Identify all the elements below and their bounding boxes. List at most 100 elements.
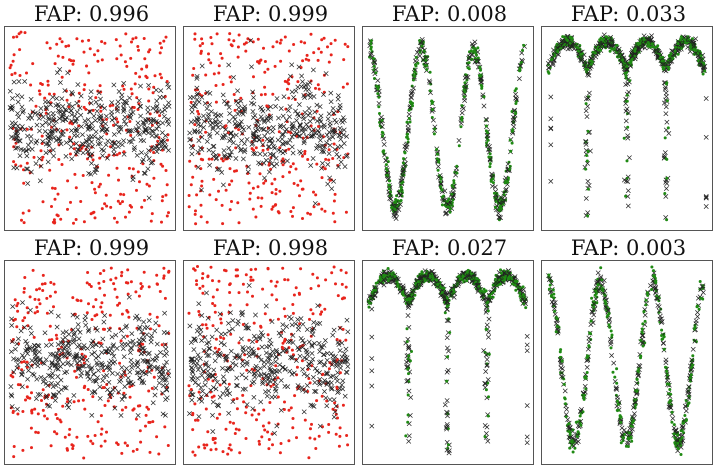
data-point-dot xyxy=(628,79,632,83)
data-point-dot xyxy=(214,447,218,451)
data-point-dot xyxy=(684,41,688,45)
data-point-cross xyxy=(289,62,295,68)
data-point-dot xyxy=(281,157,285,161)
data-point-dot xyxy=(30,446,33,450)
data-point-cross xyxy=(300,321,306,327)
data-point-dot xyxy=(37,89,41,93)
data-point-dot xyxy=(166,444,170,447)
data-point-cross xyxy=(252,113,258,119)
data-point-cross xyxy=(664,119,670,125)
data-point-cross xyxy=(245,164,251,170)
data-point-dot xyxy=(586,149,590,153)
data-point-cross xyxy=(116,389,122,395)
data-point-cross xyxy=(143,128,149,134)
data-point-cross xyxy=(299,73,305,79)
data-point-cross xyxy=(156,380,162,386)
data-point-dot xyxy=(299,40,303,44)
data-point-cross xyxy=(66,101,72,107)
plot-area xyxy=(183,260,355,465)
data-point-dot xyxy=(514,112,518,116)
data-point-cross xyxy=(625,81,631,87)
data-point-dot xyxy=(18,48,22,52)
data-point-cross xyxy=(309,350,315,356)
data-point-cross xyxy=(226,118,232,124)
data-point-dot xyxy=(221,450,225,454)
data-point-cross xyxy=(95,367,101,373)
data-point-dot xyxy=(273,203,277,207)
data-point-cross xyxy=(314,145,319,151)
data-point-cross xyxy=(215,352,221,358)
data-point-cross xyxy=(340,386,346,392)
data-point-dot xyxy=(125,64,129,68)
data-point-cross xyxy=(331,357,337,363)
data-point-dot xyxy=(315,162,319,166)
data-point-dot xyxy=(457,144,461,148)
data-point-cross xyxy=(8,125,14,131)
data-point-cross xyxy=(328,90,334,96)
data-point-cross xyxy=(317,376,323,382)
data-point-cross xyxy=(280,365,285,370)
data-point-dot xyxy=(261,424,265,428)
data-point-dot xyxy=(266,333,270,337)
data-point-cross xyxy=(106,360,112,366)
data-point-cross xyxy=(278,148,284,154)
data-point-dot xyxy=(309,287,313,290)
data-point-cross xyxy=(99,349,105,355)
data-point-cross xyxy=(9,120,15,126)
data-point-cross xyxy=(25,142,31,148)
data-point-cross xyxy=(61,353,67,359)
data-point-cross xyxy=(338,143,344,149)
panel-title: FAP: 0.998 xyxy=(212,236,329,260)
data-point-dot xyxy=(320,38,324,42)
data-point-dot xyxy=(334,432,338,436)
data-point-cross xyxy=(98,121,104,127)
data-point-dot xyxy=(227,446,231,450)
data-point-dot xyxy=(493,196,497,200)
data-point-cross xyxy=(141,120,147,126)
data-point-cross xyxy=(72,357,78,363)
data-point-cross xyxy=(162,342,168,348)
data-point-cross xyxy=(15,93,20,98)
data-point-cross xyxy=(91,371,97,377)
data-point-cross xyxy=(78,373,84,379)
data-point-dot xyxy=(237,341,241,345)
data-point-dot xyxy=(482,287,486,291)
data-point-cross xyxy=(626,89,632,95)
data-point-cross xyxy=(139,379,145,385)
data-point-dot xyxy=(51,186,54,190)
data-point-cross xyxy=(14,165,20,171)
data-point-cross xyxy=(321,361,327,367)
data-point-cross xyxy=(126,294,132,300)
data-point-cross xyxy=(304,373,310,379)
data-point-cross xyxy=(328,99,334,105)
data-point-dot xyxy=(33,297,37,301)
data-point-cross xyxy=(72,119,78,125)
data-point-dot xyxy=(326,45,329,49)
data-point-cross xyxy=(87,109,93,115)
data-point-dot xyxy=(120,312,124,316)
data-point-dot xyxy=(291,206,295,210)
data-point-dot xyxy=(332,265,336,269)
data-point-cross xyxy=(302,126,308,132)
data-point-dot xyxy=(29,426,33,430)
data-point-cross xyxy=(249,339,255,345)
data-point-dot xyxy=(639,38,642,42)
data-point-cross xyxy=(210,373,216,379)
data-point-dot xyxy=(52,92,56,96)
data-point-dot xyxy=(285,120,289,124)
data-point-dot xyxy=(261,377,265,380)
data-point-dot xyxy=(213,310,217,314)
data-point-dot xyxy=(324,278,328,282)
data-point-cross xyxy=(284,346,290,352)
data-point-dot xyxy=(21,319,25,323)
data-point-dot xyxy=(336,416,339,420)
data-point-cross xyxy=(251,333,257,339)
data-point-dot xyxy=(589,62,593,66)
data-point-cross xyxy=(134,360,140,366)
data-point-dot xyxy=(440,195,444,199)
data-point-cross xyxy=(210,399,216,405)
data-point-cross xyxy=(220,374,226,380)
data-point-dot xyxy=(344,338,348,342)
data-point-dot xyxy=(85,281,89,285)
data-point-dot xyxy=(244,411,248,415)
